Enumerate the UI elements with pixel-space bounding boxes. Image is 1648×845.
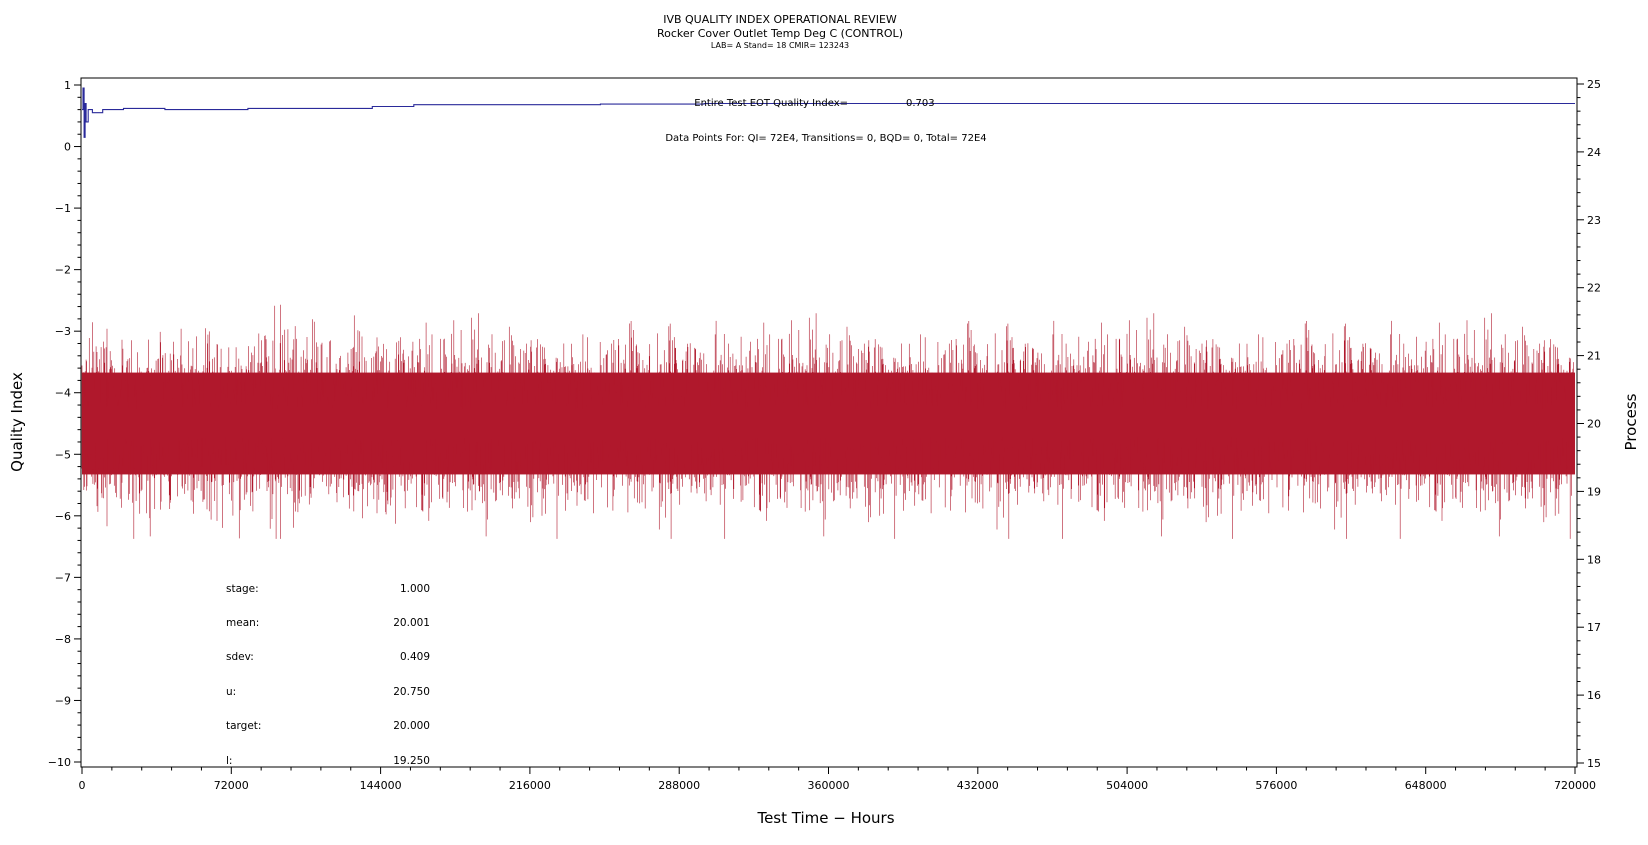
stats-table: stage: 1.000 mean: 20.001 sdev: 0.409 u:… (226, 583, 430, 767)
qi-label: Entire Test EOT Quality Index= (694, 98, 848, 109)
y2-tick-label: 22 (1587, 282, 1601, 295)
x-tick-label: 144000 (360, 779, 402, 792)
stat-value: 20.000 (393, 720, 430, 732)
y2-tick-label: 20 (1587, 418, 1601, 431)
chart-info: LAB= A Stand= 18 CMIR= 123243 (710, 41, 850, 50)
y2-tick-label: 24 (1587, 146, 1601, 159)
y-axis-left: 1 0 −1 −2 −3 −4 −5 −6 −7 −8 −9 −10 (48, 79, 81, 769)
stat-value: 20.001 (393, 617, 430, 629)
stat-value: 1.000 (400, 583, 430, 595)
stat-label: mean: (226, 617, 259, 629)
x-tick-label: 720000 (1554, 779, 1596, 792)
stat-value: 19.250 (393, 755, 430, 767)
stat-label: u: (226, 686, 236, 698)
y-axis-right: 25 24 23 22 21 20 19 18 17 16 15 (1577, 78, 1601, 770)
stat-label: stage: (226, 583, 259, 595)
process-series (81, 304, 1576, 539)
y2-tick-label: 15 (1587, 757, 1601, 770)
x-axis-title: Test Time − Hours (756, 809, 894, 827)
y-tick-label: −9 (55, 694, 71, 707)
x-tick-label: 72000 (214, 779, 249, 792)
y-tick-label: −6 (55, 510, 71, 523)
y2-tick-label: 23 (1587, 214, 1601, 227)
y-tick-label: −7 (55, 571, 71, 584)
y-tick-label: −2 (55, 264, 71, 277)
stat-label: l: (226, 755, 232, 767)
y-axis-title: Quality Index (8, 372, 26, 472)
y2-tick-label: 19 (1587, 485, 1601, 498)
quality-index-line (82, 87, 1575, 138)
x-tick-label: 576000 (1255, 779, 1297, 792)
x-tick-label: 216000 (509, 779, 551, 792)
x-tick-label: 432000 (957, 779, 999, 792)
y-tick-label: 1 (64, 79, 71, 92)
x-tick-label: 360000 (808, 779, 850, 792)
y2-tick-label: 17 (1587, 621, 1601, 634)
y2-tick-label: 16 (1587, 689, 1601, 702)
y2-axis-title: Process (1622, 393, 1640, 450)
y2-tick-label: 21 (1587, 350, 1601, 363)
y2-tick-label: 25 (1587, 78, 1601, 91)
qi-value: 0.703 (906, 98, 935, 109)
stat-label: sdev: (226, 651, 254, 663)
chart-subtitle: Rocker Cover Outlet Temp Deg C (CONTROL) (657, 27, 903, 40)
stat-value: 0.409 (400, 651, 430, 663)
y-tick-label: −5 (55, 448, 71, 461)
x-tick-label: 648000 (1405, 779, 1447, 792)
stat-value: 20.750 (393, 686, 430, 698)
x-axis: 0 72000 144000 216000 288000 360000 432000 5040… (79, 767, 1596, 792)
x-tick-label: 0 (79, 779, 86, 792)
y-tick-label: −10 (48, 756, 71, 769)
y2-tick-label: 18 (1587, 553, 1601, 566)
data-points-annotation: Data Points For: QI= 72E4, Transitions= … (665, 133, 986, 144)
y-tick-label: −3 (55, 325, 71, 338)
stat-label: target: (226, 720, 261, 732)
chart-title: IVB QUALITY INDEX OPERATIONAL REVIEW (663, 13, 897, 26)
quality-index-series (82, 87, 1575, 138)
y-tick-label: −1 (55, 202, 71, 215)
x-tick-label: 504000 (1106, 779, 1148, 792)
y-tick-label: −4 (55, 387, 71, 400)
y-tick-label: 0 (64, 141, 71, 154)
process-trace (81, 304, 1576, 539)
y-tick-label: −8 (55, 633, 71, 646)
x-tick-label: 288000 (658, 779, 700, 792)
